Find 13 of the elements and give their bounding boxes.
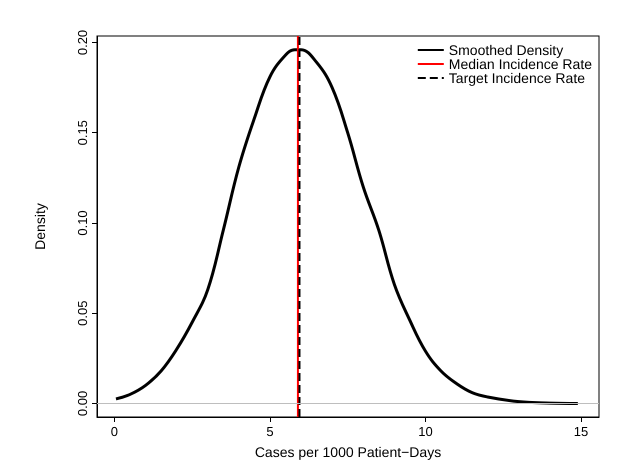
x-axis-title: Cases per 1000 Patient−Days: [254, 444, 442, 460]
x-tick-label: 15: [574, 424, 588, 439]
x-tick-label: 0: [110, 424, 118, 439]
legend-label: Smoothed Density: [448, 42, 564, 58]
y-tick-label: 0.00: [75, 390, 90, 416]
legend-label: Target Incidence Rate: [448, 70, 586, 86]
y-axis-title: Density: [32, 203, 48, 250]
y-tick-label: 0.10: [75, 210, 90, 236]
y-tick-label: 0.05: [75, 300, 90, 326]
x-tick-label: 10: [418, 424, 433, 439]
y-tick-label: 0.15: [75, 120, 90, 146]
y-tick-label: 0.20: [75, 30, 90, 56]
x-tick-label: 5: [266, 424, 274, 439]
